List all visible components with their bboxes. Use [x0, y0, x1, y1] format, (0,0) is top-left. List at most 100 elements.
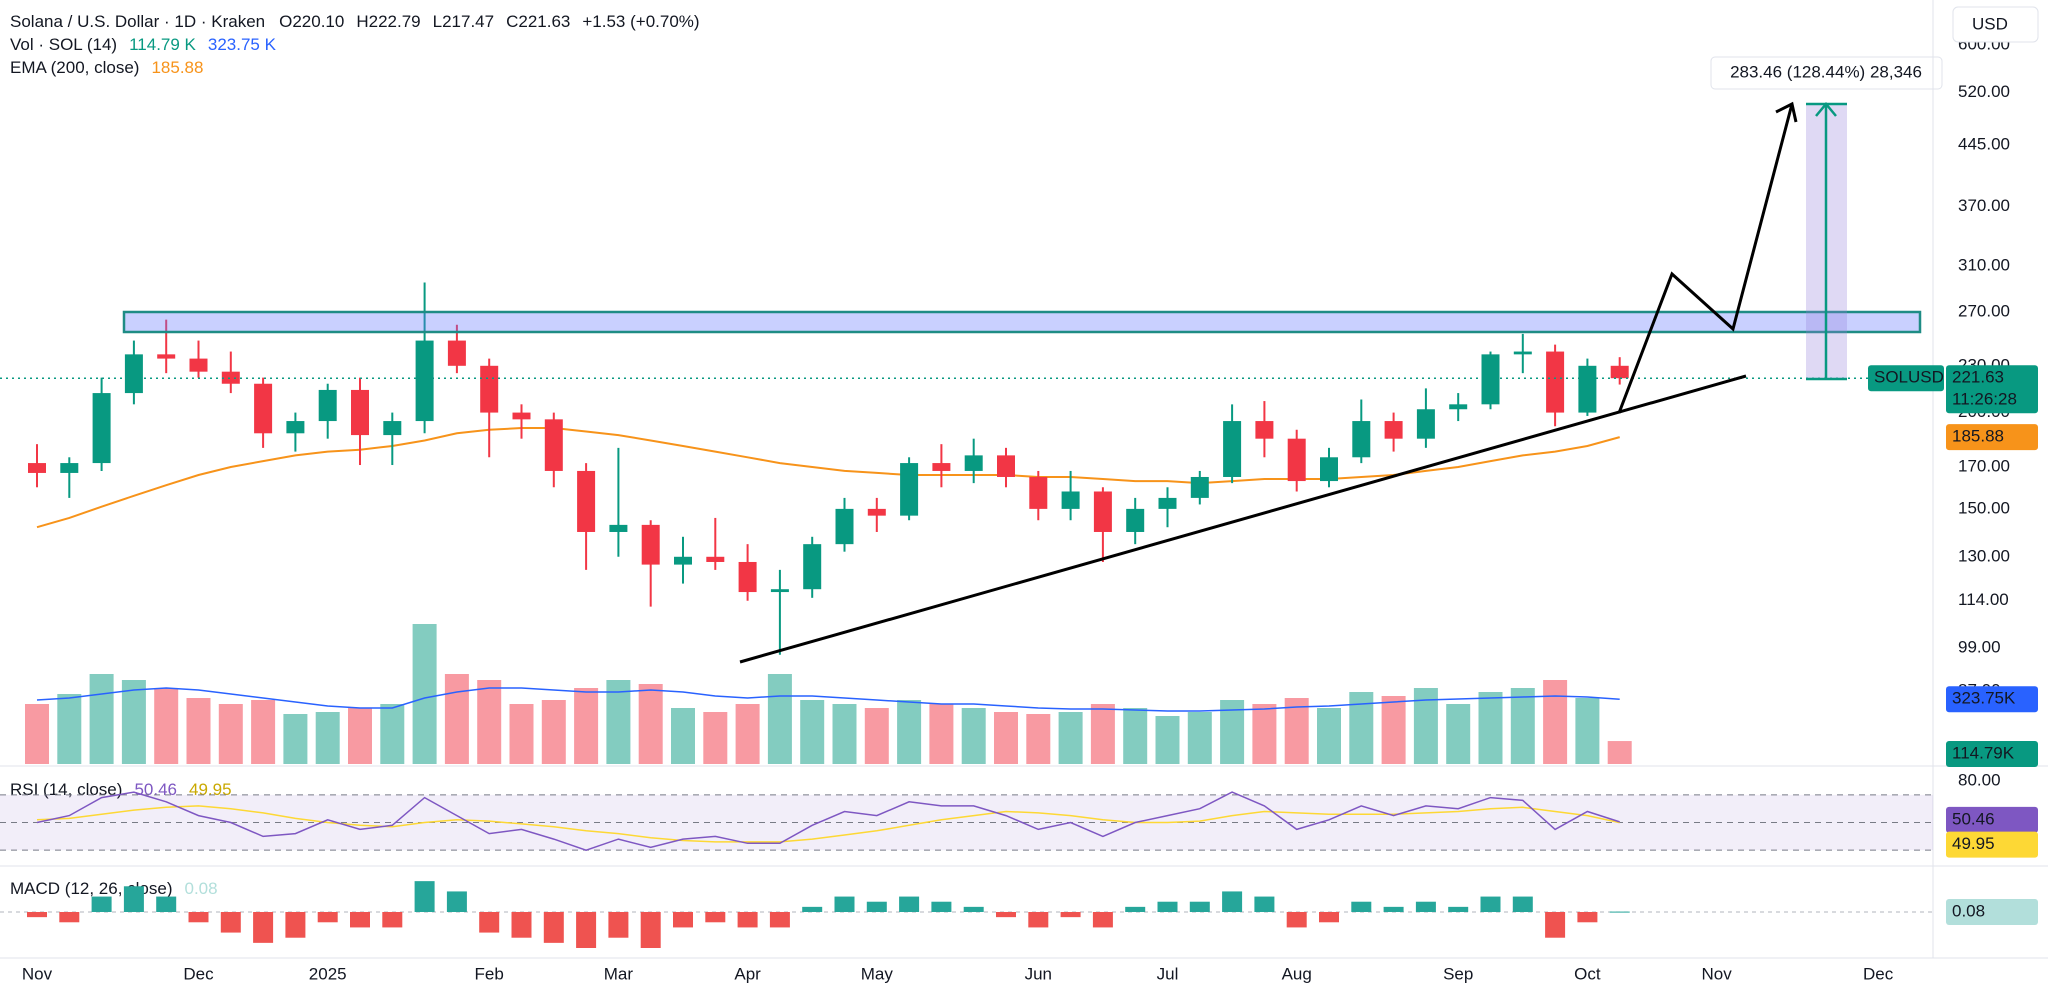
macd-bar: [156, 896, 177, 912]
volume-bar: [1446, 704, 1471, 764]
rsi-ma-badge: 49.95: [1952, 834, 1995, 853]
macd-bar: [834, 896, 855, 912]
macd-bar: [1157, 901, 1178, 912]
macd-bar: [350, 912, 370, 928]
candle-body: [1320, 457, 1338, 482]
x-tick-label: Dec: [1863, 964, 1894, 983]
candle-body: [254, 383, 273, 434]
x-tick-label: Nov: [1701, 964, 1732, 983]
macd-bar: [866, 901, 887, 912]
legend-value: 323.75 K: [208, 35, 277, 54]
candle-body: [286, 421, 305, 434]
pane-separators: [0, 0, 2048, 959]
candle-body: [221, 371, 240, 384]
x-tick-label: Oct: [1574, 964, 1601, 983]
y-tick-label: 130.00: [1958, 546, 2010, 565]
candle-body: [1093, 491, 1112, 532]
macd-bar: [446, 891, 467, 912]
macd-bar: [931, 901, 952, 912]
candle-body: [674, 556, 692, 565]
macd-bar: [1609, 911, 1630, 913]
volume-bar: [283, 714, 308, 764]
macd-bar: [1512, 896, 1533, 912]
price-badge: 11:26:28: [1952, 390, 2017, 409]
candle-body: [480, 365, 499, 413]
measure-arrowhead: [1815, 102, 1837, 117]
candle-body: [770, 589, 789, 593]
macd-bar: [1480, 896, 1501, 912]
volume-bar: [1058, 712, 1083, 764]
rsi-ma-badge-bg: [1946, 831, 2038, 858]
volume-badge: 114.79K: [1952, 743, 2015, 762]
volume-bar: [1478, 692, 1503, 764]
volume-bar: [1510, 688, 1535, 764]
candle-body: [189, 358, 208, 372]
macd-badge-bg: [1946, 899, 2038, 925]
legend-title: EMA (200, close): [10, 58, 139, 77]
x-tick-label: Feb: [475, 964, 504, 983]
trend-line: [739, 374, 1747, 664]
candle-body: [1158, 497, 1177, 509]
currency-button[interactable]: [1952, 6, 2039, 43]
x-tick-label: Apr: [734, 964, 761, 983]
volume-bar: [509, 704, 534, 764]
y-tick-label: 370.00: [1958, 196, 2010, 215]
macd-bar: [188, 912, 209, 923]
legend-value: 0.08: [185, 879, 218, 898]
macd-bar: [1286, 912, 1307, 928]
macd-bar: [414, 881, 435, 912]
x-tick-label: Jun: [1025, 964, 1052, 983]
resistance-zone: [122, 310, 1922, 334]
y-tick-label: 445.00: [1958, 134, 2010, 153]
macd-bar: [1028, 912, 1049, 928]
x-tick-label: 2025: [309, 964, 347, 983]
ohlc-label: L: [433, 12, 442, 31]
candle-body: [1416, 409, 1435, 439]
candle-body: [1513, 351, 1532, 355]
candle-body: [835, 508, 854, 545]
candle-body: [92, 393, 111, 464]
ohlc-label: C: [506, 12, 518, 31]
volume-bar: [800, 700, 825, 764]
candle-body: [900, 463, 919, 516]
volume-bar: [929, 704, 954, 764]
macd-bar: [543, 912, 564, 943]
y-tick-label: 310.00: [1958, 255, 2010, 274]
macd-bar: [705, 912, 726, 923]
volume-bar: [606, 680, 631, 764]
volume-bar: [348, 708, 372, 764]
legend-title: Vol · SOL (14): [10, 35, 117, 54]
macd-bar: [899, 896, 920, 912]
macd-bar: [1125, 906, 1146, 912]
macd-bar: [479, 912, 500, 933]
currency-label[interactable]: USD: [1972, 14, 2008, 33]
volume-bar: [477, 680, 502, 764]
macd-bar: [1545, 912, 1566, 938]
candle-body: [1061, 491, 1080, 509]
candle-body: [415, 340, 434, 422]
candle-body: [383, 421, 402, 436]
symbol: Solana / U.S. Dollar · 1D · Kraken: [10, 12, 265, 31]
macd-bar: [608, 912, 629, 938]
plot-area: [0, 282, 1933, 764]
volume-bar: [994, 712, 1018, 764]
ema-badge: 185.88: [1952, 427, 2004, 446]
candle-body: [577, 470, 596, 532]
volume-bar: [380, 704, 405, 764]
volume-bar: [638, 684, 663, 764]
macd-bar: [382, 912, 403, 928]
volume-bar: [1381, 696, 1406, 764]
legend-value: 114.79 K: [129, 35, 196, 54]
change: +1.53 (+0.70%): [582, 12, 699, 31]
candle-body: [157, 354, 176, 359]
projection-arrowhead: [1775, 101, 1798, 123]
macd-bar: [1577, 912, 1598, 923]
candle-body: [641, 524, 660, 565]
ohlc-value: 221.63: [518, 12, 570, 31]
macd-bar: [317, 912, 338, 923]
candle-body: [964, 455, 983, 471]
macd-bar: [91, 896, 112, 912]
candle-body: [60, 463, 79, 473]
volume-ma-badge: 323.75K: [1952, 689, 2016, 708]
